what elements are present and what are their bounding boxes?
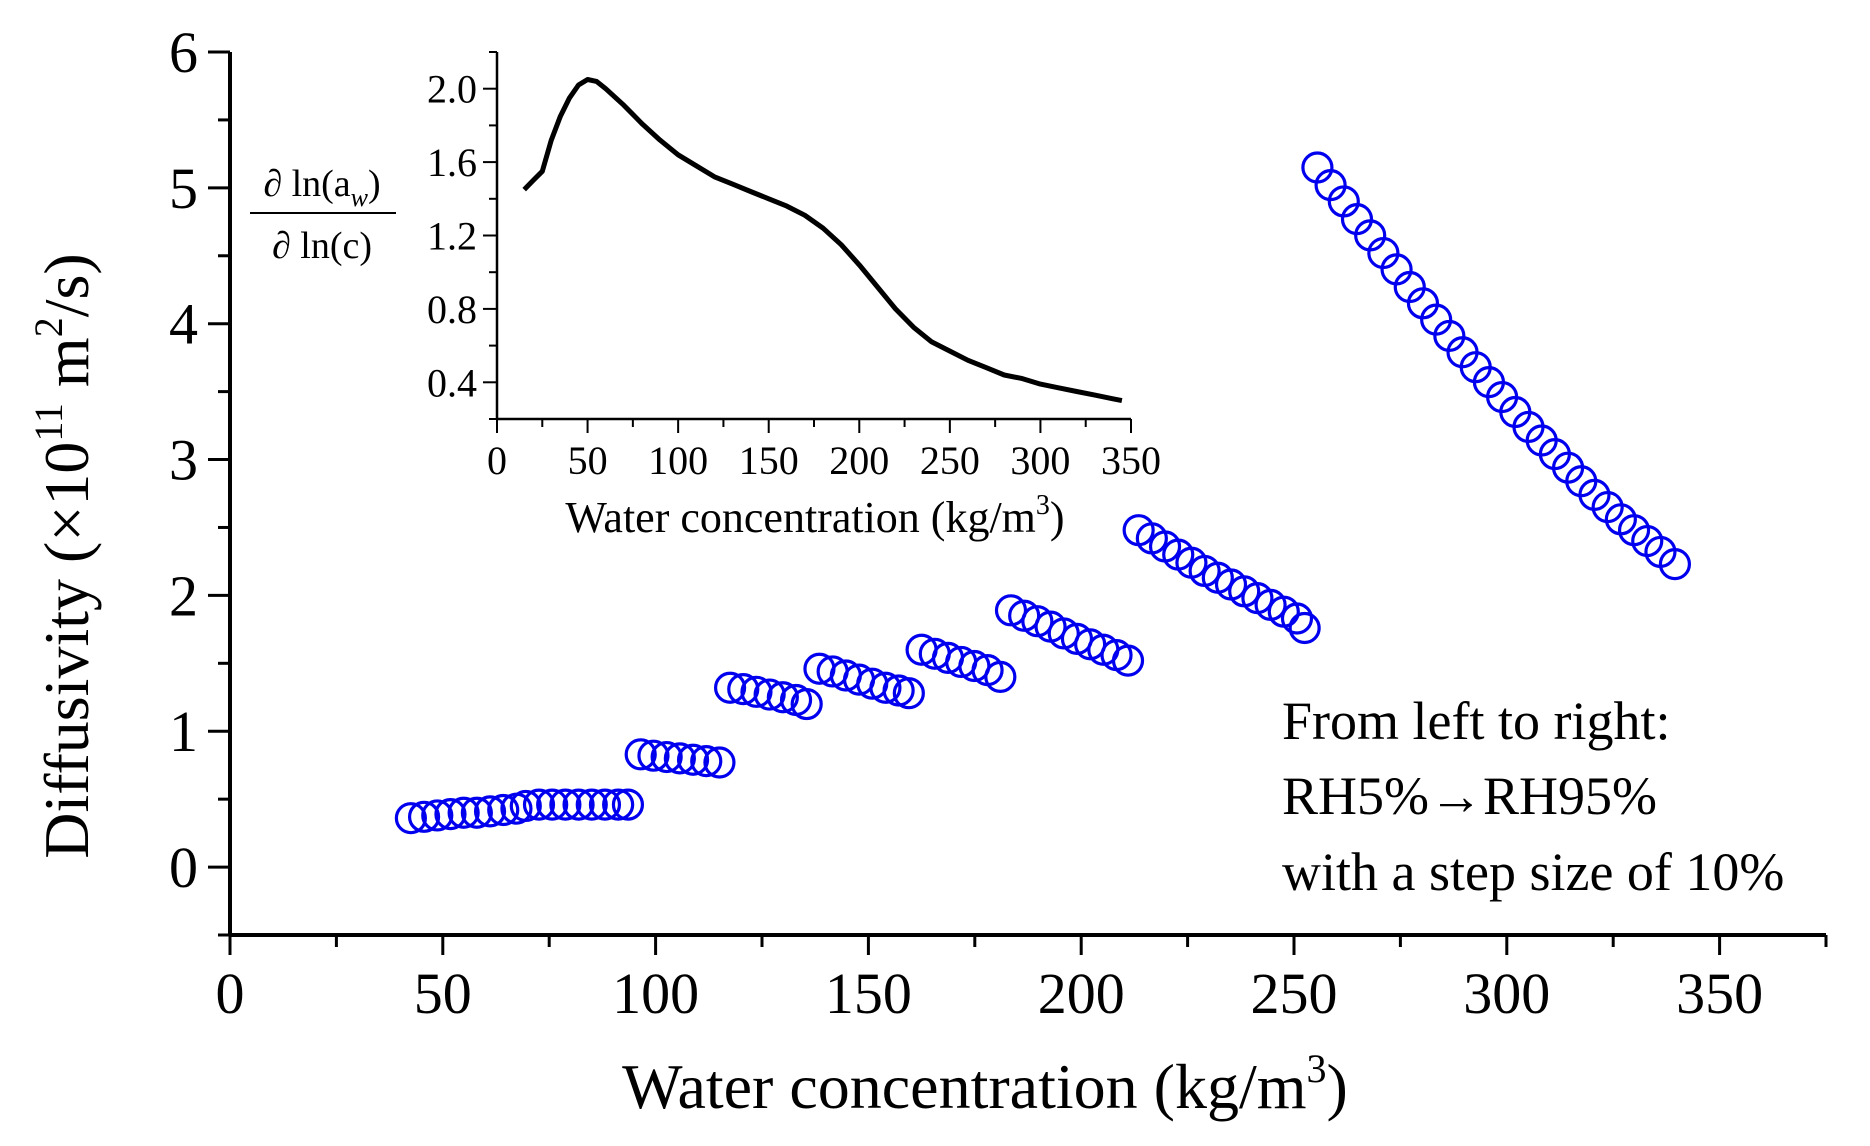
inset-y-tick-label: 1.2 — [427, 214, 477, 259]
inset-series-line — [522, 77, 1123, 404]
main-x-tick-label: 150 — [825, 961, 912, 1026]
data-point — [984, 660, 1017, 693]
data-point — [676, 743, 710, 776]
data-point — [602, 788, 635, 821]
data-point — [562, 788, 595, 821]
data-point — [790, 687, 823, 721]
inset-x-tick-label: 350 — [1101, 438, 1161, 483]
main-y-tick-label: 2 — [169, 563, 198, 628]
main-y-tick-label: 1 — [169, 699, 198, 764]
data-point — [1288, 611, 1321, 645]
data-point — [434, 797, 467, 831]
inset-x-tick-label: 100 — [648, 438, 708, 483]
annotation-line-1: From left to right: — [1282, 691, 1670, 751]
data-point — [407, 800, 441, 833]
data-point — [575, 788, 608, 821]
inset-y-label-numerator: ∂ ln(aw) — [263, 163, 380, 212]
main-x-tick-label: 300 — [1463, 961, 1550, 1026]
inset-x-tick-label: 250 — [920, 438, 980, 483]
main-y-tick-label: 6 — [169, 20, 198, 85]
data-point — [611, 788, 645, 821]
data-point — [624, 738, 657, 771]
main-data-points — [394, 151, 1692, 835]
data-point — [473, 795, 507, 828]
data-point — [690, 745, 723, 778]
data-point — [549, 788, 582, 821]
inset-data-line — [522, 77, 1123, 404]
main-y-tick-label: 0 — [169, 835, 198, 900]
main-x-tick-label: 250 — [1251, 961, 1338, 1026]
main-y-tick-label: 5 — [169, 156, 198, 221]
inset-x-tick-label: 300 — [1010, 438, 1070, 483]
inset-axes: 0 50 100 150 200 250 300 350 0.4 0.8 1.2 1.6 2.0 — [427, 51, 1161, 483]
data-point — [766, 681, 799, 714]
inset-x-tick-label: 150 — [739, 438, 799, 483]
annotation-line-3: with a step size of 10% — [1282, 842, 1784, 902]
data-point — [487, 793, 520, 827]
main-y-axis-label-sup1: 11 — [26, 403, 71, 442]
data-point — [509, 789, 542, 823]
inset-x-axis-label: Water concentration (kg/m3) — [565, 490, 1064, 542]
data-point — [663, 742, 696, 775]
main-y-axis-label: Diffusivity (×1011 m2/s) — [26, 253, 102, 858]
main-y-tick-label: 4 — [169, 292, 198, 357]
data-point — [892, 677, 925, 710]
data-point — [394, 802, 427, 835]
inset-x-tick-label: 0 — [487, 438, 507, 483]
inset-y-label-denominator: ∂ ln(c) — [272, 225, 372, 267]
data-point — [1280, 602, 1314, 635]
data-point — [650, 740, 683, 774]
data-point — [703, 746, 736, 779]
inset-y-tick-label: 0.8 — [427, 287, 477, 332]
data-point — [460, 796, 493, 829]
annotation-line-2: RH5%→RH95% — [1282, 766, 1657, 826]
main-x-axis-label: Water concentration (kg/m3) — [622, 1046, 1348, 1122]
inset-y-label-subscript: w — [351, 183, 369, 212]
main-x-tick-label: 50 — [414, 961, 472, 1026]
main-y-axis-label-sup2: 2 — [26, 317, 71, 337]
data-point — [588, 788, 622, 821]
data-point — [421, 799, 454, 832]
data-point — [869, 671, 902, 704]
data-point — [713, 671, 747, 704]
main-x-tick-label: 350 — [1676, 961, 1763, 1026]
main-x-axis-label-sup: 3 — [1307, 1046, 1327, 1091]
data-point — [1111, 644, 1145, 677]
inset-y-tick-label: 2.0 — [427, 67, 477, 112]
inset-x-axis-label-sup: 3 — [1036, 490, 1050, 521]
inset-x-tick-label: 50 — [568, 438, 608, 483]
inset-x-tick-label: 200 — [829, 438, 889, 483]
inset-y-tick-label: 0.4 — [427, 360, 477, 405]
main-x-tick-label: 0 — [216, 961, 245, 1026]
main-x-tick-label: 200 — [1038, 961, 1125, 1026]
main-y-tick-label: 3 — [169, 428, 198, 493]
data-point — [536, 788, 569, 821]
data-point — [447, 796, 480, 829]
main-x-tick-label: 100 — [612, 961, 699, 1026]
data-point — [1658, 548, 1692, 581]
data-point — [522, 788, 556, 821]
inset-y-tick-label: 1.6 — [427, 140, 477, 185]
data-point — [637, 739, 670, 772]
